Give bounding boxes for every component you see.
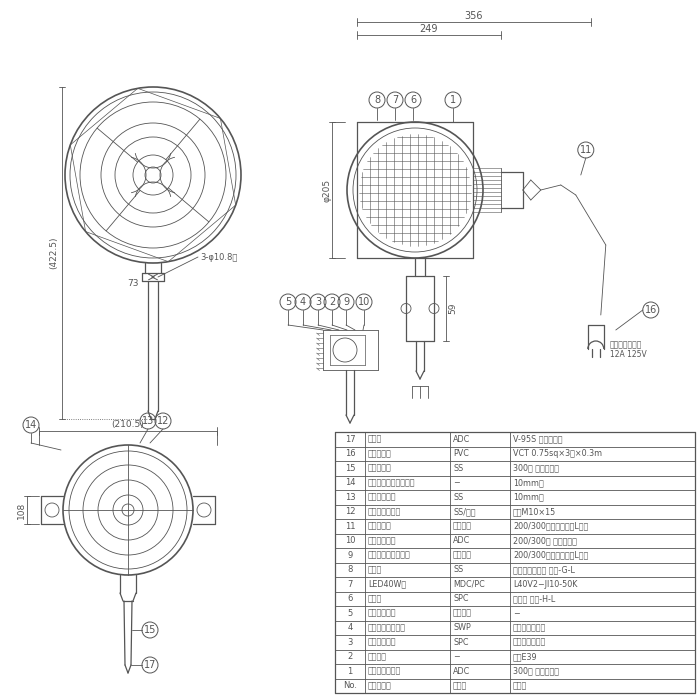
Text: 14: 14 (344, 478, 355, 487)
Text: 6: 6 (347, 594, 353, 603)
Text: 10: 10 (358, 297, 370, 307)
Text: 10mm用: 10mm用 (513, 493, 544, 502)
Text: No.: No. (343, 681, 357, 690)
Text: 9: 9 (347, 551, 353, 560)
Text: SS: SS (453, 493, 463, 502)
Text: 5: 5 (347, 609, 353, 618)
Text: 7: 7 (392, 95, 398, 105)
Text: 59: 59 (449, 302, 458, 314)
Text: ノブM10×15: ノブM10×15 (513, 508, 557, 517)
Text: 356: 356 (465, 11, 483, 21)
Text: 9: 9 (343, 297, 349, 307)
Text: 1: 1 (347, 666, 353, 676)
Text: −: − (453, 478, 460, 487)
Text: 16: 16 (645, 305, 657, 315)
Text: SS: SS (453, 463, 463, 473)
Text: LED40W球: LED40W球 (368, 580, 406, 589)
Text: 平ワッシャー: 平ワッシャー (368, 493, 396, 502)
Text: SPC: SPC (453, 594, 468, 603)
Text: ADC: ADC (453, 435, 470, 444)
Text: φ205: φ205 (323, 178, 332, 202)
Text: 6: 6 (410, 95, 416, 105)
Text: 73: 73 (127, 279, 139, 288)
Text: L40V2−JI10-50K: L40V2−JI10-50K (513, 580, 578, 589)
Text: 16: 16 (344, 449, 356, 459)
Text: SS: SS (453, 566, 463, 574)
Text: 13: 13 (344, 493, 356, 502)
Text: 2: 2 (329, 297, 335, 307)
Text: 11: 11 (344, 522, 355, 531)
Text: ADC: ADC (453, 536, 470, 545)
Text: 口金E39: 口金E39 (513, 652, 538, 662)
Text: (422.5): (422.5) (50, 237, 59, 270)
Text: ADC: ADC (453, 666, 470, 676)
Text: ランプホルダー: ランプホルダー (368, 666, 401, 676)
Text: 14: 14 (25, 420, 37, 430)
Text: PVC: PVC (453, 449, 469, 459)
Text: アースリング: アースリング (368, 638, 396, 647)
Text: 線止めゴムパッキン: 線止めゴムパッキン (368, 551, 411, 560)
Text: ガード: ガード (368, 566, 382, 574)
Text: 8: 8 (374, 95, 380, 105)
Text: 備　考: 備 考 (513, 681, 527, 690)
Text: SS/樹脂: SS/樹脂 (453, 508, 475, 517)
Text: 三価クロメート: 三価クロメート (513, 623, 546, 632)
Text: 108: 108 (17, 501, 25, 519)
Text: 3: 3 (347, 638, 353, 647)
Text: ブッシング: ブッシング (368, 522, 392, 531)
Text: 200/300型 グレー履装: 200/300型 グレー履装 (513, 536, 577, 545)
Text: ボッキンプラグ
12A 125V: ボッキンプラグ 12A 125V (610, 340, 647, 359)
Text: 17: 17 (144, 660, 156, 670)
Text: 7: 7 (347, 580, 353, 589)
Text: MDC/PC: MDC/PC (453, 580, 484, 589)
Text: 8: 8 (347, 566, 353, 574)
Text: 白履装 トウ-H-L: 白履装 トウ-H-L (513, 594, 555, 603)
Text: バイス: バイス (368, 435, 382, 444)
Text: 電源コード: 電源コード (368, 449, 392, 459)
Text: シリコン: シリコン (453, 522, 472, 531)
Text: 11: 11 (580, 145, 592, 155)
Text: SPC: SPC (453, 638, 468, 647)
Text: 13: 13 (142, 416, 154, 426)
Text: 三価クロメート トウ-G-L: 三価クロメート トウ-G-L (513, 566, 575, 574)
Text: 300型 グレー履装: 300型 グレー履装 (513, 463, 559, 473)
Text: 4: 4 (300, 297, 306, 307)
Text: 防水パッキン: 防水パッキン (368, 609, 396, 618)
Text: 17: 17 (344, 435, 356, 444)
Text: 3: 3 (315, 297, 321, 307)
Text: 12: 12 (157, 416, 169, 426)
Text: スプリングワッシャー: スプリングワッシャー (368, 478, 416, 487)
Text: シリコン: シリコン (453, 609, 472, 618)
Text: ソケット: ソケット (368, 652, 387, 662)
Text: −: − (513, 609, 519, 618)
Text: 10: 10 (344, 536, 355, 545)
Text: VCT 0.75sq×3芯×0.3m: VCT 0.75sq×3芯×0.3m (513, 449, 602, 459)
Text: 角度調節ツマミ: 角度調節ツマミ (368, 508, 401, 517)
Text: フード: フード (368, 594, 382, 603)
Text: 2: 2 (347, 652, 353, 662)
Text: 249: 249 (420, 24, 438, 34)
Text: 材　貪: 材 貪 (453, 681, 468, 690)
Text: 本体取付枚: 本体取付枚 (368, 463, 392, 473)
Text: −: − (453, 652, 460, 662)
Text: 1: 1 (450, 95, 456, 105)
Text: 線止めナット: 線止めナット (368, 536, 396, 545)
Text: 300型 グレー履装: 300型 グレー履装 (513, 666, 559, 676)
Text: 10mm用: 10mm用 (513, 478, 544, 487)
Text: 3-φ10.8穴: 3-φ10.8穴 (200, 253, 237, 262)
Text: SWP: SWP (453, 623, 470, 632)
Text: 5: 5 (285, 297, 291, 307)
Text: 部　品　名: 部 品 名 (368, 681, 392, 690)
Text: 15: 15 (344, 463, 355, 473)
Text: 15: 15 (144, 625, 156, 635)
Text: 三価クロメート: 三価クロメート (513, 638, 546, 647)
Text: V-95S グレー履装: V-95S グレー履装 (513, 435, 563, 444)
Text: (210.5): (210.5) (111, 421, 144, 430)
Text: 200/300型トウ、トウL共通: 200/300型トウ、トウL共通 (513, 551, 588, 560)
Text: 12: 12 (344, 508, 355, 517)
Text: 合成ゴム: 合成ゴム (453, 551, 472, 560)
Text: 200/300型トウ、トウL共通: 200/300型トウ、トウL共通 (513, 522, 588, 531)
Text: ソケット押えバネ: ソケット押えバネ (368, 623, 406, 632)
Text: 4: 4 (347, 623, 353, 632)
